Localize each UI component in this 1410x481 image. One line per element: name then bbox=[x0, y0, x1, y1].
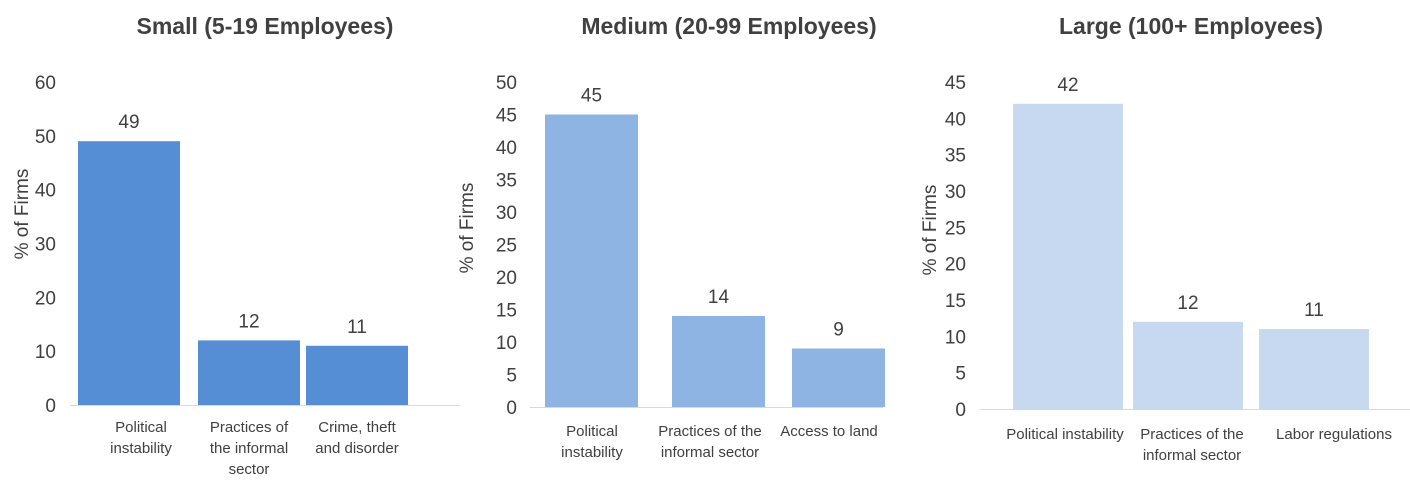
x-category-label: Political bbox=[115, 419, 167, 436]
x-category-label: Practices of bbox=[210, 419, 289, 436]
data-label: 49 bbox=[118, 112, 139, 133]
y-tick-label: 50 bbox=[496, 73, 517, 94]
bar bbox=[545, 114, 638, 407]
bar bbox=[1133, 321, 1243, 409]
x-category-label: the informal bbox=[210, 440, 288, 457]
y-tick-label: 0 bbox=[506, 398, 517, 419]
y-axis-label: % of Firms bbox=[920, 185, 941, 276]
y-tick-label: 15 bbox=[945, 291, 966, 312]
data-label: 45 bbox=[581, 86, 602, 107]
x-category-label: instability bbox=[561, 444, 623, 461]
chart-panel-3: Large (100+ Employees) % of Firms 0 5 10 15 20… bbox=[920, 13, 1410, 464]
x-category-label: Practices of the bbox=[1140, 426, 1243, 443]
data-label: 42 bbox=[1057, 75, 1078, 96]
y-tick-label: 5 bbox=[955, 364, 966, 385]
x-category-label: Practices of the bbox=[658, 423, 761, 440]
y-tick-label: 45 bbox=[496, 106, 517, 127]
y-axis-label: % of Firms bbox=[12, 169, 33, 260]
data-label: 11 bbox=[347, 317, 367, 338]
x-category-label: informal sector bbox=[1143, 447, 1241, 464]
y-tick-label: 0 bbox=[955, 400, 966, 421]
bar bbox=[1259, 329, 1369, 409]
bar bbox=[672, 316, 765, 407]
data-label: 9 bbox=[833, 320, 844, 341]
y-tick-label: 40 bbox=[945, 109, 966, 130]
bar bbox=[1013, 103, 1123, 410]
x-category-label: Access to land bbox=[780, 423, 878, 440]
x-category-label: Political instability bbox=[1006, 426, 1124, 443]
x-category-label: instability bbox=[110, 440, 172, 457]
y-tick-label: 40 bbox=[35, 181, 56, 202]
data-label: 12 bbox=[1177, 293, 1198, 314]
chart-title: Large (100+ Employees) bbox=[1059, 13, 1323, 39]
x-category-label: informal sector bbox=[661, 444, 759, 461]
y-tick-label: 20 bbox=[35, 288, 56, 309]
y-tick-label: 20 bbox=[496, 268, 517, 289]
y-tick-label: 45 bbox=[945, 73, 966, 94]
y-tick-label: 15 bbox=[496, 301, 517, 322]
x-category-label: sector bbox=[229, 461, 270, 478]
y-tick-label: 10 bbox=[496, 333, 517, 354]
y-tick-label: 40 bbox=[496, 138, 517, 159]
y-axis-label: % of Firms bbox=[457, 183, 478, 274]
y-tick-label: 25 bbox=[945, 218, 966, 239]
data-label: 11 bbox=[1304, 300, 1324, 321]
x-category-label: Political bbox=[566, 423, 618, 440]
data-label: 12 bbox=[238, 311, 259, 332]
bar bbox=[78, 141, 180, 405]
y-tick-label: 10 bbox=[945, 327, 966, 348]
y-tick-label: 50 bbox=[35, 127, 56, 148]
y-tick-label: 5 bbox=[506, 366, 517, 387]
y-tick-label: 60 bbox=[35, 73, 56, 94]
y-tick-label: 30 bbox=[35, 235, 56, 256]
x-category-label: Labor regulations bbox=[1276, 426, 1392, 443]
y-tick-label: 35 bbox=[945, 146, 966, 167]
bar bbox=[198, 340, 300, 405]
y-tick-label: 25 bbox=[496, 236, 517, 257]
x-category-label: and disorder bbox=[315, 440, 398, 457]
bar bbox=[306, 345, 408, 405]
chart-panel-2: Medium (20-99 Employees) % of Firms 0 5 10 15… bbox=[457, 13, 885, 461]
data-label: 14 bbox=[708, 287, 730, 308]
bar bbox=[792, 348, 885, 407]
y-tick-label: 0 bbox=[45, 396, 56, 417]
chart-title: Small (5-19 Employees) bbox=[137, 13, 394, 39]
chart-title: Medium (20-99 Employees) bbox=[581, 13, 876, 39]
y-tick-label: 30 bbox=[496, 203, 517, 224]
chart-panel-1: Small (5-19 Employees) % of Firms 0 10 20 30 4… bbox=[12, 13, 460, 478]
x-category-label: Crime, theft bbox=[318, 419, 396, 436]
y-tick-label: 10 bbox=[35, 342, 56, 363]
y-tick-label: 20 bbox=[945, 255, 966, 276]
y-tick-label: 30 bbox=[945, 182, 966, 203]
y-tick-label: 35 bbox=[496, 171, 517, 192]
